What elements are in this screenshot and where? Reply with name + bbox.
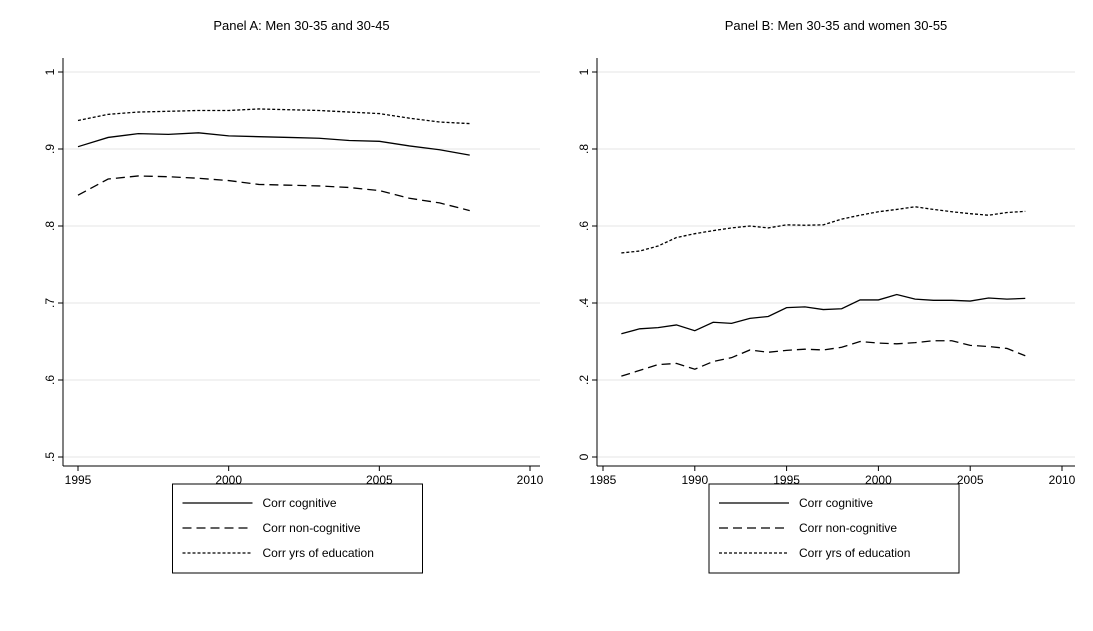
legend-label: Corr yrs of education (263, 546, 374, 560)
y-tick-label: .7 (43, 298, 57, 308)
line-series (621, 206, 1026, 254)
y-tick-label: .6 (43, 375, 57, 385)
line-series (621, 293, 1026, 335)
line-series (77, 175, 470, 212)
y-tick-label: 1 (577, 68, 591, 75)
legend-label: Corr yrs of education (799, 546, 910, 560)
y-tick-label: .2 (577, 375, 591, 385)
chart-title: Panel B: Men 30-35 and women 30-55 (725, 18, 948, 33)
y-tick-label: .6 (577, 221, 591, 231)
x-tick-label: 2010 (1049, 473, 1076, 487)
x-tick-label: 2010 (517, 473, 544, 487)
x-tick-label: 1990 (681, 473, 708, 487)
y-tick-label: .9 (43, 144, 57, 154)
line-series (621, 340, 1026, 377)
x-tick-label: 1985 (590, 473, 617, 487)
y-tick-label: 0 (577, 453, 591, 460)
legend-label: Corr cognitive (263, 496, 337, 510)
y-tick-label: .8 (577, 144, 591, 154)
line-series (77, 108, 470, 125)
legend-label: Corr cognitive (799, 496, 873, 510)
chart-title: Panel A: Men 30-35 and 30-45 (213, 18, 389, 33)
y-tick-label: .4 (577, 298, 591, 308)
x-tick-label: 1995 (65, 473, 92, 487)
y-tick-label: 1 (43, 68, 57, 75)
y-tick-label: .8 (43, 221, 57, 231)
legend-label: Corr non-cognitive (263, 521, 361, 535)
y-tick-label: .5 (43, 452, 57, 462)
x-tick-label: 2005 (957, 473, 984, 487)
line-series (77, 132, 470, 156)
legend-label: Corr non-cognitive (799, 521, 897, 535)
